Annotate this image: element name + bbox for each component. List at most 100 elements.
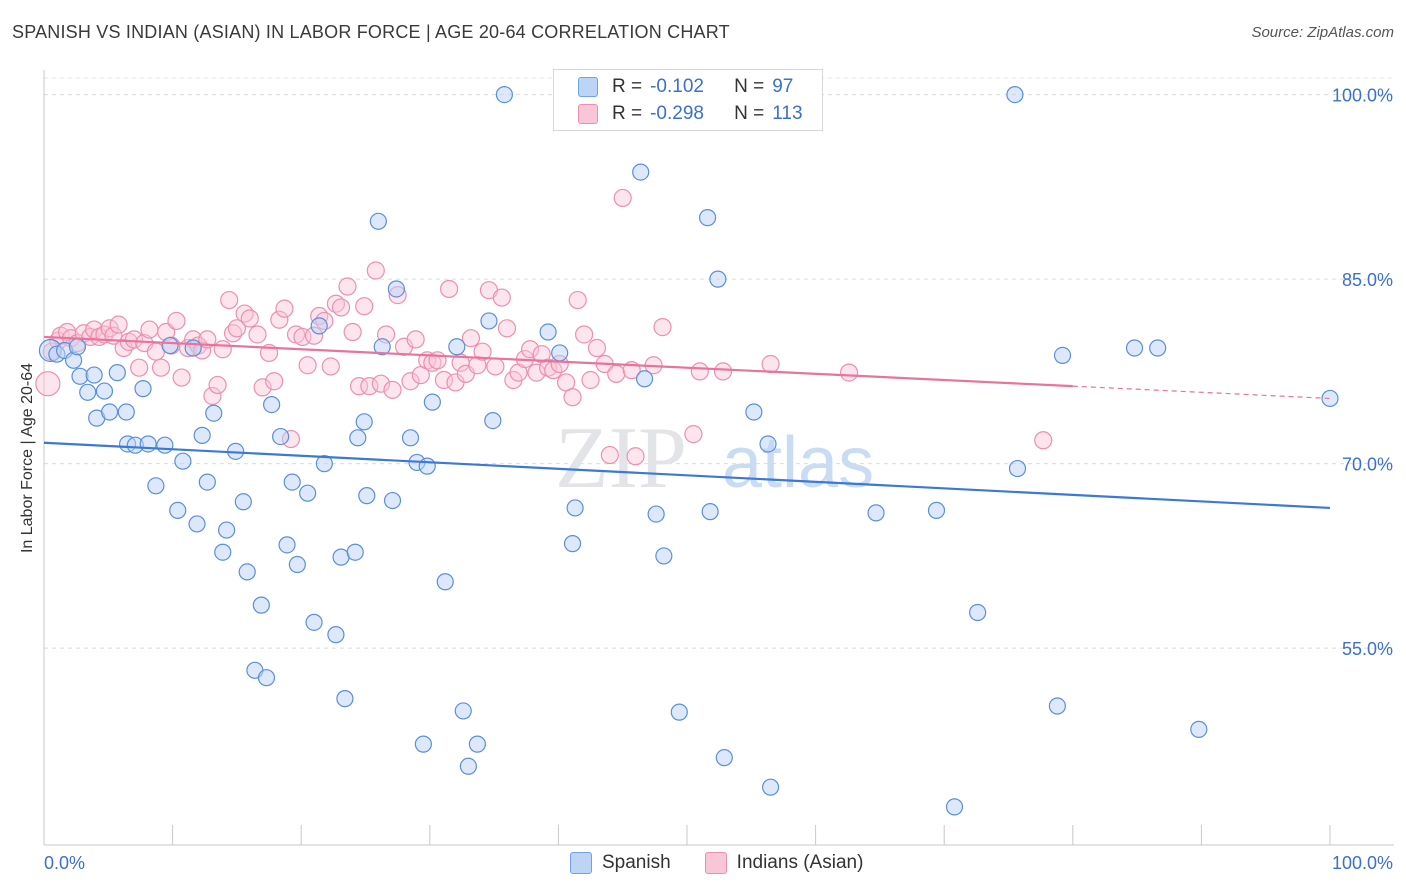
spanish-point [299, 484, 317, 502]
spanish-point [1149, 339, 1167, 357]
spanish-point [715, 749, 733, 767]
watermark: ZIP atlas [555, 410, 874, 507]
spanish-point [745, 403, 763, 421]
spanish-point [214, 543, 232, 561]
watermark-zip: ZIP [555, 410, 687, 507]
spanish-point [336, 690, 354, 708]
indian-point [690, 362, 709, 381]
spanish-point [1048, 697, 1066, 715]
indian-point [406, 330, 425, 349]
spanish-point [205, 404, 223, 422]
spanish-point [278, 536, 296, 554]
indian-point [248, 325, 267, 344]
indian-point [600, 445, 619, 465]
spanish-point [169, 501, 187, 519]
spanish-point [346, 543, 364, 561]
spanish-point [373, 338, 391, 356]
legend-n-label: N = [734, 103, 765, 124]
spanish-point [68, 338, 87, 356]
spanish-point [383, 491, 402, 510]
y-tick-label: 85.0% [1342, 270, 1393, 290]
indian-point [124, 330, 144, 349]
indian-point [1034, 431, 1053, 450]
spanish-trend-line [43, 441, 1331, 510]
spanish-point [358, 487, 376, 505]
legend-r-label: R = [612, 103, 643, 124]
indian-trend-extension [1072, 385, 1331, 400]
y-tick-labels: 55.0% 70.0% 85.0% 100.0% [1332, 86, 1393, 660]
indian-point [439, 279, 459, 299]
indian-point [298, 356, 317, 375]
indian-point [321, 357, 340, 376]
indian-point [270, 310, 289, 329]
correlation-legend: R = -0.102 N = 97 R = -0.298 N = 113 [553, 69, 823, 131]
spanish-point [1321, 389, 1339, 408]
indian-point [383, 380, 402, 399]
spanish-point [95, 382, 114, 400]
indian-trend-line [43, 335, 1073, 388]
spanish-point [414, 735, 432, 753]
spanish-point [139, 435, 157, 453]
spanish-point [288, 555, 306, 574]
spanish-point [134, 380, 152, 398]
indian-point [839, 363, 859, 382]
grid-lines [44, 77, 1394, 649]
indian-point [461, 329, 481, 348]
spanish-point [484, 411, 502, 430]
spanish-point [257, 669, 276, 687]
indian-point [208, 375, 227, 395]
series-label-indian: Indians (Asian) [736, 852, 864, 873]
indian-point [355, 297, 374, 316]
axes [43, 70, 1394, 846]
series-legend-spanish: Spanish [570, 852, 671, 874]
indian-point [275, 299, 294, 318]
spanish-point [71, 367, 89, 385]
series-label-spanish: Spanish [602, 852, 671, 873]
indian-point [203, 386, 222, 406]
legend-r-value: -0.102 [650, 76, 704, 97]
spanish-point [369, 212, 387, 230]
indian-point [140, 320, 159, 339]
spanish-point [418, 457, 436, 475]
series-legend: Spanish Indians (Asian) [570, 852, 897, 874]
spanish-point [85, 366, 103, 384]
legend-swatch-spanish [578, 77, 598, 97]
spanish-point [709, 270, 727, 288]
chart-title: SPANISH VS INDIAN (ASIAN) IN LABOR FORCE… [12, 22, 730, 42]
spanish-point [310, 317, 328, 335]
x-tick-label: 0.0% [44, 853, 85, 873]
legend-r-value: -0.298 [650, 103, 704, 124]
indian-point [473, 342, 492, 361]
indian-point [338, 277, 357, 296]
indian-points [35, 188, 1053, 466]
y-tick-label: 55.0% [1342, 639, 1393, 659]
trend-lines [43, 335, 1331, 510]
indian-point [581, 370, 600, 390]
spanish-point [761, 778, 780, 796]
indian-point [151, 358, 171, 377]
legend-row-indian: R = -0.298 N = 113 [578, 101, 803, 127]
spanish-point [1006, 86, 1024, 104]
indian-point [240, 309, 259, 328]
indian-point [293, 327, 312, 347]
indian-point [497, 319, 517, 338]
spanish-point [495, 86, 513, 104]
indian-point [434, 370, 454, 390]
indian-point [235, 304, 254, 323]
spanish-point [117, 403, 135, 421]
spanish-point [387, 280, 405, 298]
spanish-point [551, 344, 569, 362]
spanish-point [698, 209, 717, 227]
indian-point [227, 319, 246, 338]
spanish-point [647, 505, 665, 523]
indian-point [343, 322, 362, 342]
spanish-point [315, 455, 333, 473]
spanish-point [563, 535, 582, 553]
indian-point [428, 351, 447, 370]
spanish-point [670, 703, 688, 721]
spanish-point [355, 413, 373, 431]
spanish-point [480, 312, 498, 330]
spanish-point [188, 515, 206, 533]
spanish-point [655, 547, 673, 565]
